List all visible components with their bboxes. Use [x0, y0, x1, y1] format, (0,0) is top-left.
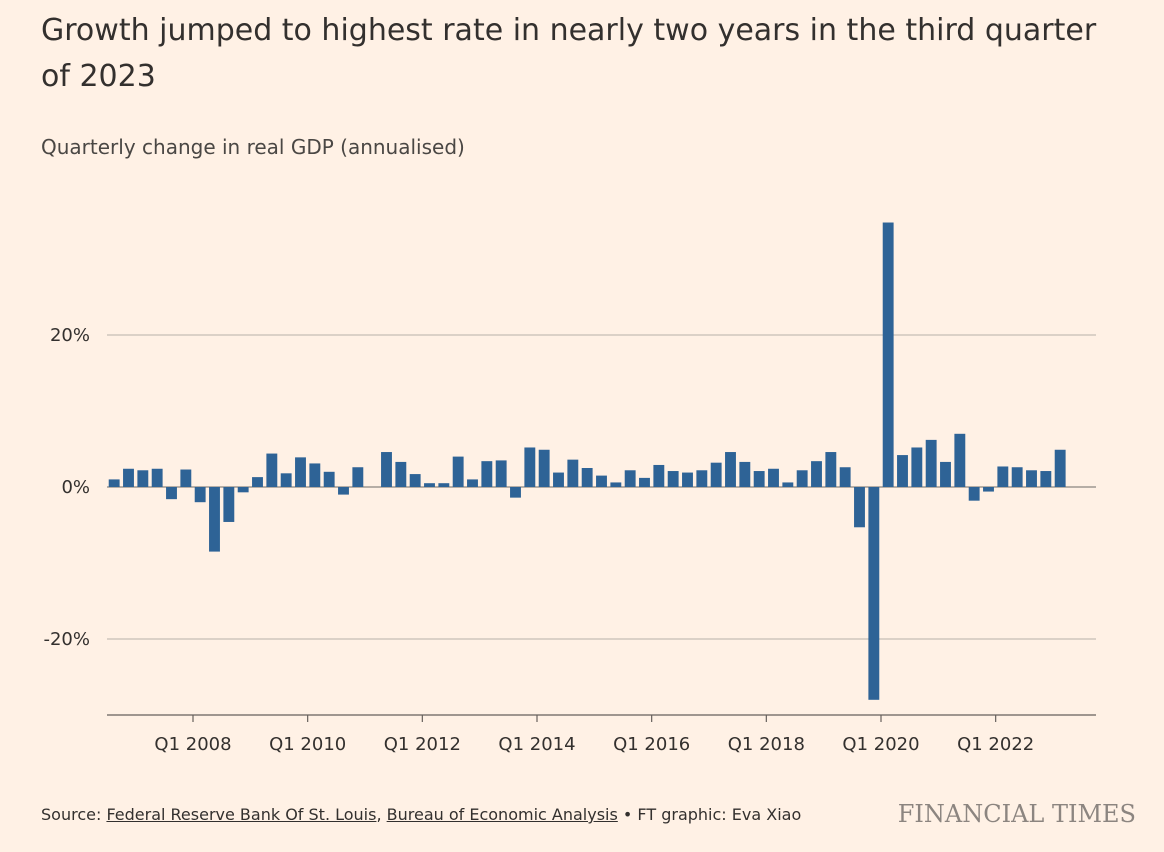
bar-q1-2023	[1054, 449, 1066, 487]
source-link-bea[interactable]: Bureau of Economic Analysis	[386, 805, 618, 824]
bar-q3-2011	[395, 461, 407, 487]
bar-q1-2012	[424, 483, 435, 487]
source-prefix: Source:	[41, 805, 107, 824]
bar-q3-2007	[166, 487, 177, 500]
bar-q4-2008	[237, 487, 249, 493]
bar-q3-2006	[108, 479, 120, 487]
chart-subtitle: Quarterly change in real GDP (annualised…	[41, 135, 465, 159]
bar-q3-2022	[1026, 470, 1037, 487]
bar-q3-2016	[682, 472, 693, 487]
bar-q3-2015	[624, 470, 636, 487]
bar-q4-2018	[811, 461, 822, 487]
bar-q3-2020	[911, 447, 923, 487]
bar-q4-2014	[581, 468, 593, 487]
bar-q2-2007	[151, 468, 163, 487]
bar-q3-2013	[510, 487, 521, 498]
bar-q3-2018	[796, 470, 808, 487]
y-tick-label: 0%	[61, 477, 90, 498]
x-axis: Q1 2008 Q1 2010 Q1 2012 Q1 2014 Q1 2016 Q1 20…	[107, 714, 1096, 755]
bar-q4-2017	[753, 471, 765, 487]
bar-q2-2019	[839, 467, 851, 487]
chart-title: Growth jumped to highest rate in nearly …	[41, 13, 1097, 94]
source-separator: ,	[376, 805, 387, 824]
bar-q2-2016	[667, 471, 679, 487]
x-tick-label: Q1 2016	[613, 734, 690, 755]
bar-q2-2018	[782, 482, 794, 487]
bar-q3-2021	[968, 487, 980, 501]
bar-q2-2017	[725, 452, 736, 487]
x-tick-label: Q1 2010	[269, 734, 346, 755]
bar-q3-2012	[452, 456, 464, 487]
y-tick-label: 20%	[50, 325, 90, 346]
bar-q4-2007	[180, 469, 192, 487]
bar-q3-2019	[854, 487, 865, 528]
bar-q1-2020	[882, 222, 894, 487]
x-tick-label: Q1 2020	[842, 734, 919, 755]
bar-q4-2022	[1040, 471, 1052, 487]
bar-q2-2013	[495, 460, 507, 487]
bar-q1-2010	[309, 463, 321, 487]
bar-q1-2018	[768, 468, 779, 487]
bar-q1-2009	[252, 477, 263, 487]
bar-q4-2021	[983, 487, 994, 492]
bar-q1-2008	[194, 487, 206, 503]
bar-q2-2010	[323, 471, 335, 487]
bar-q4-2019	[868, 487, 880, 700]
brand-logo: FINANCIAL TIMES	[897, 800, 1136, 828]
bar-q2-2020	[897, 455, 908, 487]
bar-q3-2009	[280, 473, 292, 487]
bar-q1-2017	[710, 462, 722, 487]
bar-q4-2012	[467, 479, 478, 487]
bar-q3-2014	[567, 459, 579, 487]
x-tick-label: Q1 2008	[154, 734, 231, 755]
bar-q4-2015	[639, 477, 650, 487]
x-tick-label: Q1 2022	[957, 734, 1034, 755]
bar-q4-2020	[925, 439, 937, 487]
x-tick-label: Q1 2014	[498, 734, 575, 755]
source-footer: Source: Federal Reserve Bank Of St. Loui…	[41, 805, 801, 824]
bar-q1-2014	[538, 449, 550, 487]
bar-q2-2021	[954, 433, 966, 487]
bar-q2-2014	[553, 472, 564, 487]
bar-q2-2008	[209, 487, 220, 552]
bar-q2-2012	[438, 483, 450, 487]
bar-q2-2022	[1011, 467, 1023, 487]
bar-q3-2008	[223, 487, 235, 522]
bar-q1-2022	[997, 466, 1009, 487]
bar-q1-2016	[653, 464, 665, 487]
bar-q1-2013	[481, 461, 493, 487]
bar-q2-2015	[610, 482, 622, 487]
x-tick-label: Q1 2018	[728, 734, 805, 755]
bar-q1-2019	[825, 452, 837, 487]
bar-q1-2021	[940, 461, 951, 487]
y-tick-label: -20%	[43, 629, 90, 650]
bar-q3-2010	[338, 487, 349, 495]
x-tick-label: Q1 2012	[384, 734, 461, 755]
bar-chart: 20%0%-20% Q1 2008 Q1 2010 Q1 2012 Q1 2014 Q1…	[43, 222, 1096, 755]
bar-q3-2017	[739, 461, 751, 487]
source-link-fred[interactable]: Federal Reserve Bank Of St. Louis	[106, 805, 377, 824]
bar-q4-2011	[409, 474, 421, 487]
bar-q2-2009	[266, 453, 278, 487]
bar-q4-2013	[524, 447, 536, 487]
bar-q1-2007	[137, 470, 149, 487]
bar-q2-2011	[381, 452, 392, 487]
graphic-credit: • FT graphic: Eva Xiao	[617, 805, 802, 824]
bar-q1-2015	[596, 475, 607, 487]
bar-q4-2009	[295, 457, 306, 487]
bar-q4-2006	[123, 468, 134, 487]
bar-q4-2010	[352, 467, 364, 487]
bar-q4-2016	[696, 470, 708, 487]
bars	[108, 222, 1066, 700]
